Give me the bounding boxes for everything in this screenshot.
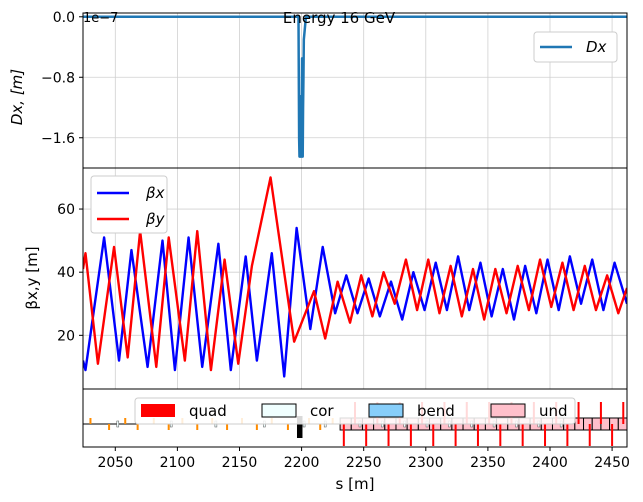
dx-legend: Dx xyxy=(533,31,618,63)
quadrupole-mark xyxy=(622,402,625,424)
quadrupole-mark xyxy=(611,424,614,446)
lattice-legend-label-cor: cor xyxy=(310,402,334,420)
dx-legend-label: Dx xyxy=(586,38,607,56)
quadrupole-mark xyxy=(89,418,92,424)
x-axis-label: s [m] xyxy=(336,475,375,493)
undulator-box xyxy=(609,417,619,431)
beta-y-line xyxy=(83,176,627,372)
quadrupole-mark xyxy=(566,424,569,446)
corrector-mark xyxy=(116,420,120,428)
x-tick-label: 2450 xyxy=(594,455,630,471)
x-tick-label: 2200 xyxy=(284,455,320,471)
lattice-legend-label-quad: quad xyxy=(189,402,227,420)
quadrupole-mark xyxy=(226,424,229,430)
quadrupole-mark xyxy=(167,424,170,430)
x-tick-label: 2100 xyxy=(160,455,196,471)
lattice-legend-swatch-bend xyxy=(368,403,404,418)
chart-title: Energy 16 GeV xyxy=(283,9,396,27)
undulator-box xyxy=(583,417,593,431)
quadrupole-mark xyxy=(499,424,502,446)
dx-series-line xyxy=(83,15,627,158)
quadrupole-mark xyxy=(577,402,580,424)
quadrupole-mark xyxy=(108,424,111,430)
dx-ytick-label: 0.0 xyxy=(53,10,75,26)
quadrupole-mark xyxy=(544,424,547,446)
quadrupole-mark xyxy=(454,424,457,446)
quadrupole-mark xyxy=(136,424,139,430)
lattice-legend: quad cor bend und xyxy=(134,397,576,425)
quadrupole-mark xyxy=(476,424,479,446)
x-tick-label: 2150 xyxy=(222,455,258,471)
quadrupole-mark xyxy=(432,424,435,446)
x-tick-label: 2350 xyxy=(470,455,506,471)
quadrupole-mark xyxy=(588,424,591,446)
bend-mark xyxy=(296,416,300,438)
undulator-box xyxy=(591,417,602,431)
beta-y-legend-label: βy xyxy=(145,210,166,228)
dx-exponent-label: 1e−7 xyxy=(83,11,118,26)
lattice-legend-swatch-quad xyxy=(141,404,175,417)
lattice-elements-panel: 2050 2100 2150 2200 2250 2300 2350 2400 2450 quad… xyxy=(82,388,630,471)
quadrupole-mark xyxy=(286,424,289,430)
beta-function-panel: 20 40 60 βx βy xyxy=(57,167,628,390)
quadrupole-mark xyxy=(342,424,345,446)
quadrupole-mark xyxy=(521,424,524,446)
dx-legend-box xyxy=(533,31,618,63)
bend-mark xyxy=(299,416,303,438)
beta-ytick-label: 20 xyxy=(57,328,75,344)
lattice-legend-label-und: und xyxy=(539,402,568,420)
x-tick-label: 2050 xyxy=(97,455,133,471)
quadrupole-mark xyxy=(409,424,412,446)
lattice-legend-label-bend: bend xyxy=(417,402,455,420)
undulator-box xyxy=(600,417,611,431)
dx-ytick-label: −1.6 xyxy=(41,131,75,147)
quadrupole-mark xyxy=(319,424,322,430)
x-tick-label: 2250 xyxy=(346,455,382,471)
x-tick-label: 2400 xyxy=(532,455,568,471)
quadrupole-mark xyxy=(365,424,368,446)
beta-ytick-label: 60 xyxy=(57,202,75,218)
x-tick-label: 2300 xyxy=(408,455,444,471)
lattice-legend-swatch-cor xyxy=(261,403,297,418)
beta-ytick-label: 40 xyxy=(57,265,75,281)
dx-ylabel: Dx, [m] xyxy=(8,69,26,125)
dx-ytick-label: −0.8 xyxy=(41,70,75,86)
quadrupole-mark xyxy=(196,424,199,430)
beta-x-line xyxy=(83,226,627,378)
quadrupole-mark xyxy=(599,402,602,424)
beta-x-legend-label: βx xyxy=(145,184,165,202)
lattice-legend-box xyxy=(134,397,576,425)
lattice-legend-swatch-und xyxy=(490,403,526,418)
quadrupole-mark xyxy=(387,424,390,446)
beta-legend: βx βy xyxy=(90,175,168,234)
quadrupole-mark xyxy=(124,418,127,424)
quadrupole-mark xyxy=(255,424,258,430)
dispersion-panel: 0.0 −0.8 −1.6 Dx xyxy=(41,10,628,169)
beta-ylabel: βx,y [m] xyxy=(23,246,41,309)
lattice-axes-frame xyxy=(82,388,628,448)
